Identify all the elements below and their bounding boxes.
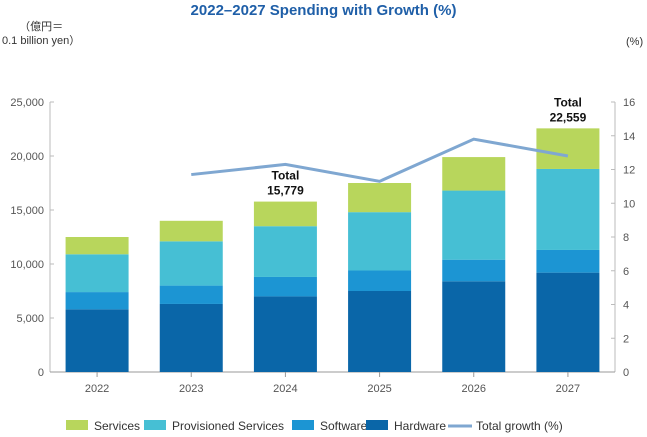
bar-hardware [348,291,412,372]
bar-provisioned-services [159,241,223,286]
legend-label: Hardware [394,419,446,433]
bar-provisioned-services [536,168,600,250]
bar-services [253,201,317,227]
bar-services [536,128,600,169]
bar-software [536,249,600,273]
left-axis-tick-label: 0 [38,367,44,379]
bar-software [442,259,506,282]
right-axis-tick-label: 14 [623,131,635,143]
bar-software [159,285,223,304]
right-axis-tick-label: 2 [623,333,629,345]
legend-label: Provisioned Services [172,419,284,433]
x-axis-tick-label: 2023 [179,383,203,395]
right-axis-tick-label: 10 [623,198,635,210]
x-axis-tick-label: 2022 [85,383,109,395]
right-axis-tick-label: 12 [623,165,635,177]
chart-title: 2022–2027 Spending with Growth (%) [190,2,457,19]
left-axis-tick-label: 15,000 [10,205,44,217]
bar-services [442,157,506,191]
bar-provisioned-services [348,212,412,271]
x-axis-tick-label: 2025 [367,383,391,395]
x-axis-tick-label: 2024 [273,383,297,395]
left-axis-unit: （億円＝ 0.1 billion yen） [2,20,80,48]
total-annotation-value: 22,559 [550,110,587,124]
total-annotation-label: Total [554,95,582,109]
right-axis-tick-label: 8 [623,232,629,244]
bar-hardware [159,303,223,372]
left-axis-tick-label: 10,000 [10,259,44,271]
bar-software [65,292,129,310]
legend-swatch [292,420,314,430]
legend-swatch [66,420,88,430]
bar-hardware [65,309,129,372]
left-axis-tick-label: 25,000 [10,97,44,109]
bar-provisioned-services [253,226,317,277]
total-annotation-value: 15,779 [267,184,304,198]
legend-swatch [144,420,166,430]
right-axis-tick-label: 16 [623,97,635,109]
right-axis-tick-label: 0 [623,367,629,379]
left-axis-tick-label: 5,000 [16,313,44,325]
total-annotation-label: Total [272,169,300,183]
left-axis-unit-line1: （億円＝ [19,21,64,33]
bar-provisioned-services [442,190,506,260]
legend-label: Software [320,419,368,433]
bar-services [348,183,412,213]
left-axis-tick-label: 20,000 [10,151,44,163]
bar-software [253,276,317,297]
legend-label: Total growth (%) [476,419,563,433]
bar-hardware [253,296,317,372]
right-axis-unit: (%) [626,36,644,48]
bar-provisioned-services [65,254,129,293]
bar-hardware [442,281,506,372]
growth-line [191,137,569,183]
bar-hardware [536,272,600,372]
bar-services [159,220,223,242]
x-axis-tick-label: 2027 [556,383,580,395]
bar-software [348,270,412,291]
left-axis-unit-line2: 0.1 billion yen） [2,35,81,47]
legend-label: Services [94,419,140,433]
legend-swatch [366,420,388,430]
bar-services [65,237,129,255]
right-axis-tick-label: 4 [623,300,629,312]
x-axis-tick-label: 2026 [462,383,486,395]
right-axis-tick-label: 6 [623,266,629,278]
